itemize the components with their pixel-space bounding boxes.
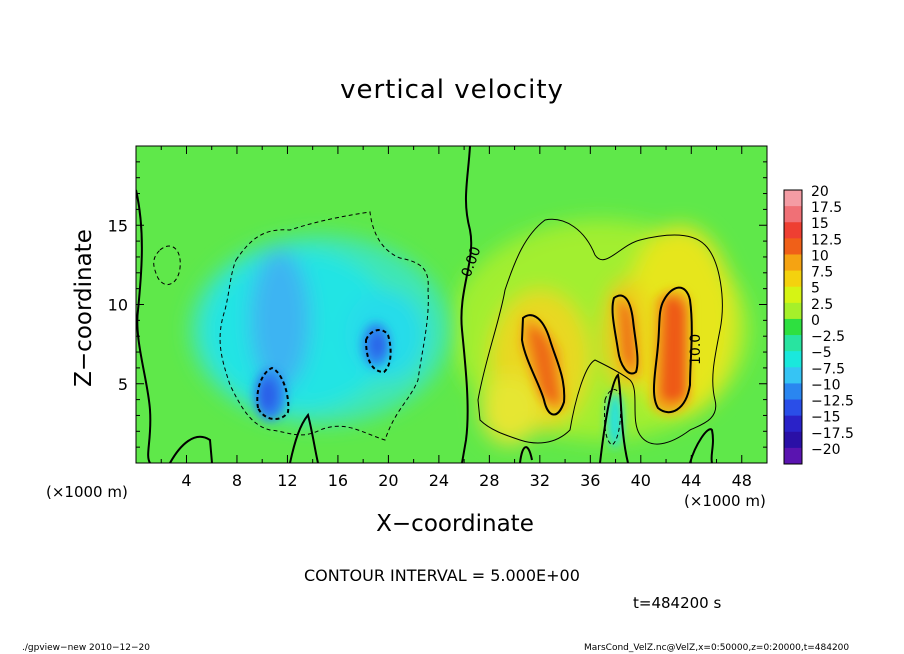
footer-left: ./gpview−new 2010−12−20 [22,643,150,653]
colorbar-swatch [784,254,802,272]
colorbar-label: −2.5 [811,329,845,345]
colorbar-border [783,189,803,465]
colorbar-swatch [784,367,802,384]
colorbar-label: −12.5 [811,394,854,410]
colorbar-label: −20 [811,442,841,458]
colorbar-swatch [784,383,802,401]
footer-right: MarsCond_VelZ.nc@VelZ,x=0:50000,z=0:2000… [584,643,850,653]
contour-label: 10.0 [688,334,704,365]
y-tick-label: 5 [118,375,128,394]
y-tick-label: 15 [108,216,128,235]
colorbar-swatch [784,206,802,223]
x-tick-label: 24 [429,471,449,490]
y-unit-label: (×1000 m) [46,483,128,501]
x-tick-label: 4 [181,471,191,490]
colorbar-swatch [784,222,802,239]
colorbar-swatch [784,286,802,304]
colorbar-label: 20 [811,184,829,200]
x-tick-label: 16 [328,471,348,490]
contour-interval: CONTOUR INTERVAL = 5.000E+00 [304,566,580,585]
x-tick-label: 12 [277,471,297,490]
colorbar-label: 5 [811,281,820,297]
x-axis-title: X−coordinate [376,511,534,537]
x-tick-label: 8 [232,471,242,490]
colorbar-label: −10 [811,377,841,393]
x-tick-label: 28 [479,471,499,490]
colorbar: 2017.51512.5107.552.50−2.5−5−7.5−10−12.5… [783,184,854,465]
x-unit-label: (×1000 m) [684,492,766,510]
colorbar-swatch [784,399,802,417]
colorbar-label: −17.5 [811,426,854,442]
colorbar-label: 7.5 [811,265,833,281]
chart-title: vertical velocity [340,75,564,105]
x-tick-label: 40 [631,471,651,490]
heatmap-field [136,146,767,463]
x-tick-label: 32 [530,471,550,490]
colorbar-label: 15 [811,216,829,232]
colorbar-swatch [784,270,802,288]
colorbar-swatch [784,431,802,449]
colorbar-label: −15 [811,410,841,426]
x-axis-ticks: 4 8 12 16 20 24 28 32 36 40 44 48 [160,146,752,490]
y-axis-ticks: 5 10 15 [108,161,767,448]
colorbar-label: −7.5 [811,361,845,377]
x-tick-label: 20 [378,471,398,490]
colorbar-label: 17.5 [811,200,842,216]
colorbar-label: 2.5 [811,297,833,313]
colorbar-label: 12.5 [811,232,842,248]
x-tick-label: 44 [681,471,701,490]
colorbar-swatch [784,351,802,368]
colorbar-swatch [784,190,802,207]
colorbar-label: 0 [811,313,820,329]
colorbar-label: −5 [811,345,832,361]
colorbar-swatch [784,447,802,465]
time-label: t=484200 s [633,594,722,612]
colorbar-swatch [784,335,802,352]
y-tick-label: 10 [108,296,128,315]
colorbar-swatch [784,238,802,255]
x-tick-label: 36 [580,471,600,490]
x-tick-label: 48 [732,471,752,490]
colorbar-swatch [784,415,802,433]
colorbar-swatch [784,302,802,320]
colorbar-label: 10 [811,248,829,264]
colorbar-swatch [784,318,802,336]
